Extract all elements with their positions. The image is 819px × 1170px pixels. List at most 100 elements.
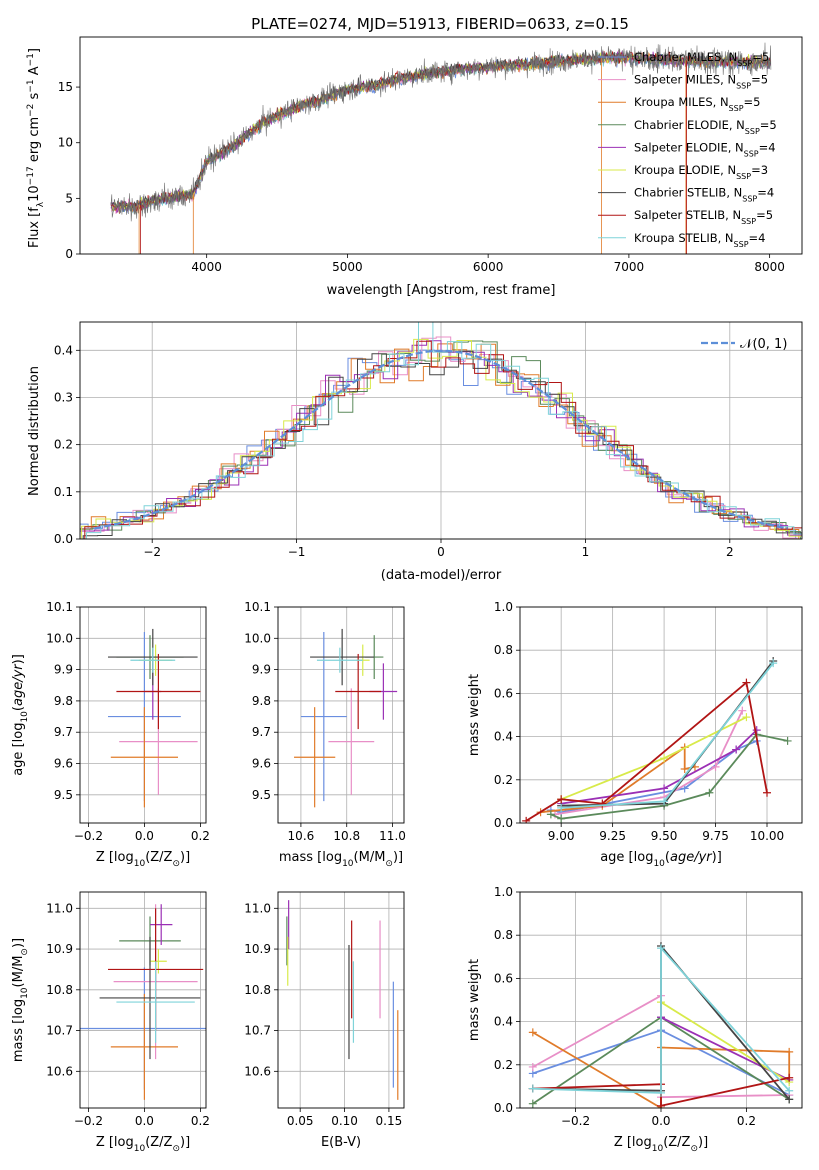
plot-area-residuals — [80, 322, 802, 539]
y-tick-label: 1.0 — [494, 600, 513, 614]
x-tick-label: 11.0 — [379, 829, 406, 843]
plot-area-spectrum — [110, 42, 772, 254]
x-axis-label: E(B-V) — [321, 1135, 361, 1150]
axes-mass-weight-vs-Z: −0.2 0.0 0.2 0.0 0.2 0.4 0.6 0.8 1.0 Z [log10(Z/Z… — [467, 885, 803, 1154]
x-tick-label: 10.6 — [288, 829, 315, 843]
x-axis-label: Z [log10(Z/Z⊙)] — [96, 1135, 190, 1154]
x-tick-label: 9.00 — [548, 829, 575, 843]
histogram-chabrier_elodie — [80, 340, 801, 539]
axes-frame — [277, 891, 405, 1109]
x-tick-label: 2 — [726, 545, 734, 559]
x-axis-label: mass [log10(M/M⊙)] — [279, 850, 403, 869]
x-tick-label: 7000 — [614, 260, 645, 274]
y-tick-label: 10.1 — [46, 600, 73, 614]
x-tick-label: 8000 — [754, 260, 785, 274]
x-tick-label: 0.10 — [331, 1114, 358, 1128]
mass-weight-marker — [557, 795, 566, 804]
plot-area-mass-vs-ebv — [286, 900, 399, 1100]
axes-frame — [79, 321, 803, 540]
axes-age-vs-Z: −0.2 0.0 0.2 9.5 9.6 9.7 9.8 9.9 10.0 10.1 Z [log1… — [11, 600, 210, 869]
x-axis-label: (data-model)/error — [381, 568, 502, 583]
y-tick-label: 0.4 — [494, 1015, 513, 1029]
y-tick-label: 0.0 — [54, 532, 73, 546]
x-tick-label: 6000 — [473, 260, 504, 274]
y-tick-label: 0 — [65, 247, 73, 261]
y-tick-label: 0.2 — [54, 438, 73, 452]
x-tick-label: 5000 — [332, 260, 363, 274]
mass-weight-marker — [785, 1095, 794, 1104]
x-axis-label: Z [log10(Z/Z⊙)] — [614, 1135, 708, 1154]
legend-label: Salpeter ELODIE, NSSP=4 — [634, 140, 776, 158]
y-axis-label: mass weight — [467, 959, 482, 1041]
mass-weight-marker — [742, 678, 751, 687]
y-axis-label: age [log10(age/yr)] — [11, 654, 30, 776]
mass-weight-marker — [660, 784, 669, 793]
y-tick-label: 15 — [58, 80, 73, 94]
axes-spectrum: 4000 5000 6000 7000 8000 0 5 10 15 wavelength [An… — [26, 36, 803, 298]
mass-weight-marker — [660, 754, 669, 763]
legend-label: Salpeter MILES, NSSP=5 — [634, 73, 768, 91]
y-tick-label: 9.5 — [54, 788, 73, 802]
axes-residuals: −2 −1 0 1 2 0.0 0.1 0.2 0.3 0.4 (data-model)/error… — [27, 321, 803, 583]
histogram-chabrier_stelib — [82, 350, 802, 539]
mass-weight-marker — [785, 1073, 794, 1082]
legend: Chabrier MILES, NSSP=5 Salpeter MILES, NS… — [598, 50, 777, 248]
mass-weight-line — [550, 733, 788, 820]
plot-area-mass-vs-Z — [80, 904, 206, 1100]
y-tick-label: 9.9 — [54, 663, 73, 677]
plot-area-mass-weight-vs-Z — [528, 942, 794, 1108]
histogram-salpeter_elodie — [80, 340, 802, 539]
y-tick-label: 0.8 — [494, 928, 513, 942]
x-tick-label: 0.15 — [376, 1114, 403, 1128]
axes-frame — [79, 606, 207, 824]
axes-frame — [277, 606, 405, 824]
x-tick-label: 0.05 — [287, 1114, 314, 1128]
mass-weight-marker — [657, 1101, 665, 1108]
histogram-kroupa_elodie — [81, 338, 802, 539]
x-tick-label: 0.2 — [191, 829, 210, 843]
y-tick-label: 10.8 — [244, 983, 271, 997]
x-tick-label: 10.00 — [750, 829, 784, 843]
y-axis-label: Normed distribution — [27, 366, 42, 496]
y-tick-label: 10.9 — [244, 942, 271, 956]
y-tick-label: 9.7 — [54, 725, 73, 739]
y-tick-label: 11.0 — [244, 901, 271, 915]
x-tick-label: 0.2 — [191, 1114, 210, 1128]
axes-age-vs-mass: 10.6 10.8 11.0 9.5 9.6 9.7 9.8 9.9 10.0 10.1 mass … — [244, 600, 406, 869]
mass-weight-marker — [769, 659, 778, 668]
y-tick-label: 0.2 — [494, 1058, 513, 1072]
x-tick-label: 0.0 — [135, 829, 154, 843]
mass-weight-marker — [660, 797, 669, 806]
y-tick-label: 0.6 — [494, 686, 513, 700]
mass-weight-line — [561, 660, 774, 807]
x-tick-label: −0.2 — [561, 1114, 590, 1128]
y-tick-label: 10.7 — [46, 1024, 73, 1038]
legend-label: Chabrier STELIB, NSSP=4 — [634, 186, 774, 204]
mass-weight-marker — [783, 736, 792, 745]
y-axis-label: mass weight — [467, 674, 482, 756]
x-tick-label: −0.2 — [74, 829, 103, 843]
mass-weight-marker — [732, 745, 741, 754]
y-axis-label: Flux [fλ10−17 erg cm−2 s−1 A−1] — [26, 48, 46, 248]
y-tick-label: 0.4 — [54, 343, 73, 357]
y-tick-label: 1.0 — [494, 885, 513, 899]
y-tick-label: 9.8 — [54, 694, 73, 708]
mass-weight-line — [660, 1001, 790, 1083]
axes-mass-vs-Z: −0.2 0.0 0.2 10.6 10.7 10.8 10.9 11.0 Z [log10(Z… — [11, 891, 210, 1154]
figure-title: PLATE=0274, MJD=51913, FIBERID=0633, z=0… — [251, 15, 629, 33]
y-axis-label: mass [log10(M/M⊙)] — [11, 938, 30, 1062]
mass-weight-marker — [711, 762, 720, 771]
mass-weight-line — [554, 710, 744, 816]
mass-weight-marker — [557, 803, 566, 812]
mass-weight-marker — [598, 799, 607, 808]
mass-weight-line — [532, 945, 790, 1094]
y-tick-label: 10.0 — [244, 631, 271, 645]
mass-weight-marker — [528, 1084, 537, 1093]
x-tick-label: 9.75 — [702, 829, 729, 843]
x-tick-label: 0.2 — [737, 1114, 756, 1128]
legend-label: Kroupa STELIB, NSSP=4 — [634, 231, 765, 249]
mass-weight-marker — [657, 1088, 665, 1097]
mass-weight-marker — [785, 1086, 794, 1095]
y-tick-label: 10.8 — [46, 983, 73, 997]
